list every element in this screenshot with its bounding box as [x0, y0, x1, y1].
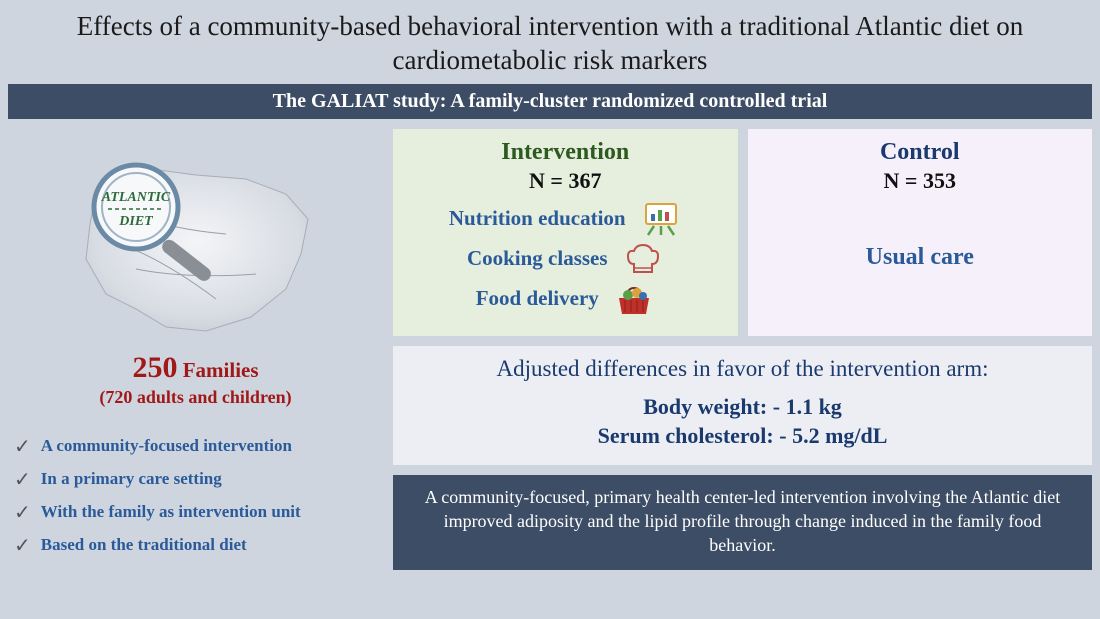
intervention-item: Nutrition education — [405, 202, 726, 236]
map-area: ATLANTIC DIET — [8, 129, 383, 359]
intervention-title: Intervention — [405, 139, 726, 166]
families-label: Families — [183, 358, 259, 382]
bullet-text: Based on the traditional diet — [41, 535, 247, 555]
main-title: Effects of a community-based behavioral … — [30, 10, 1070, 78]
study-arms: Intervention N = 367 Nutrition education — [393, 129, 1092, 336]
intervention-n: N = 367 — [405, 168, 726, 194]
conclusion-panel: A community-focused, primary health cent… — [393, 475, 1092, 570]
list-item: ✓ Based on the traditional diet — [14, 533, 383, 558]
main-content: ATLANTIC DIET 250 Families (720 adults a… — [0, 119, 1100, 619]
list-item: ✓ With the family as intervention unit — [14, 500, 383, 525]
lens-label-top: ATLANTIC — [100, 190, 170, 205]
intervention-items: Nutrition education — [405, 202, 726, 316]
title-block: Effects of a community-based behavioral … — [0, 0, 1100, 84]
intervention-arm: Intervention N = 367 Nutrition education — [393, 129, 738, 336]
check-icon: ✓ — [14, 500, 31, 525]
results-panel: Adjusted differences in favor of the int… — [393, 346, 1092, 465]
infographic-page: Effects of a community-based behavioral … — [0, 0, 1100, 619]
results-heading: Adjusted differences in favor of the int… — [409, 356, 1076, 382]
left-column: ATLANTIC DIET 250 Families (720 adults a… — [8, 129, 383, 612]
presentation-icon — [640, 202, 682, 236]
result-line: Serum cholesterol: - 5.2 mg/dL — [409, 421, 1076, 451]
check-icon: ✓ — [14, 467, 31, 492]
control-arm: Control N = 353 Usual care — [748, 129, 1093, 336]
chef-hat-icon — [622, 242, 664, 276]
bullet-list: ✓ A community-focused intervention ✓ In … — [8, 426, 383, 566]
control-n: N = 353 — [760, 168, 1081, 194]
control-line: Usual care — [760, 244, 1081, 271]
bullet-text: With the family as intervention unit — [41, 502, 301, 522]
list-item: ✓ A community-focused intervention — [14, 434, 383, 459]
intervention-item-label: Cooking classes — [467, 246, 608, 271]
intervention-item: Food delivery — [405, 282, 726, 316]
check-icon: ✓ — [14, 533, 31, 558]
spain-map-icon: ATLANTIC DIET — [46, 139, 346, 349]
families-detail: (720 adults and children) — [8, 387, 383, 408]
list-item: ✓ In a primary care setting — [14, 467, 383, 492]
bullet-text: A community-focused intervention — [41, 436, 292, 456]
intervention-item-label: Nutrition education — [449, 206, 626, 231]
result-line: Body weight: - 1.1 kg — [409, 392, 1076, 422]
lens-label-bottom: DIET — [118, 214, 154, 229]
intervention-item-label: Food delivery — [476, 286, 599, 311]
subtitle-bar: The GALIAT study: A family-cluster rando… — [8, 84, 1092, 119]
results-lines: Body weight: - 1.1 kg Serum cholesterol:… — [409, 392, 1076, 451]
check-icon: ✓ — [14, 434, 31, 459]
right-column: Intervention N = 367 Nutrition education — [393, 129, 1092, 612]
control-title: Control — [760, 139, 1081, 166]
basket-icon — [613, 282, 655, 316]
families-block: 250 Families (720 adults and children) — [8, 351, 383, 408]
bullet-text: In a primary care setting — [41, 469, 222, 489]
intervention-item: Cooking classes — [405, 242, 726, 276]
